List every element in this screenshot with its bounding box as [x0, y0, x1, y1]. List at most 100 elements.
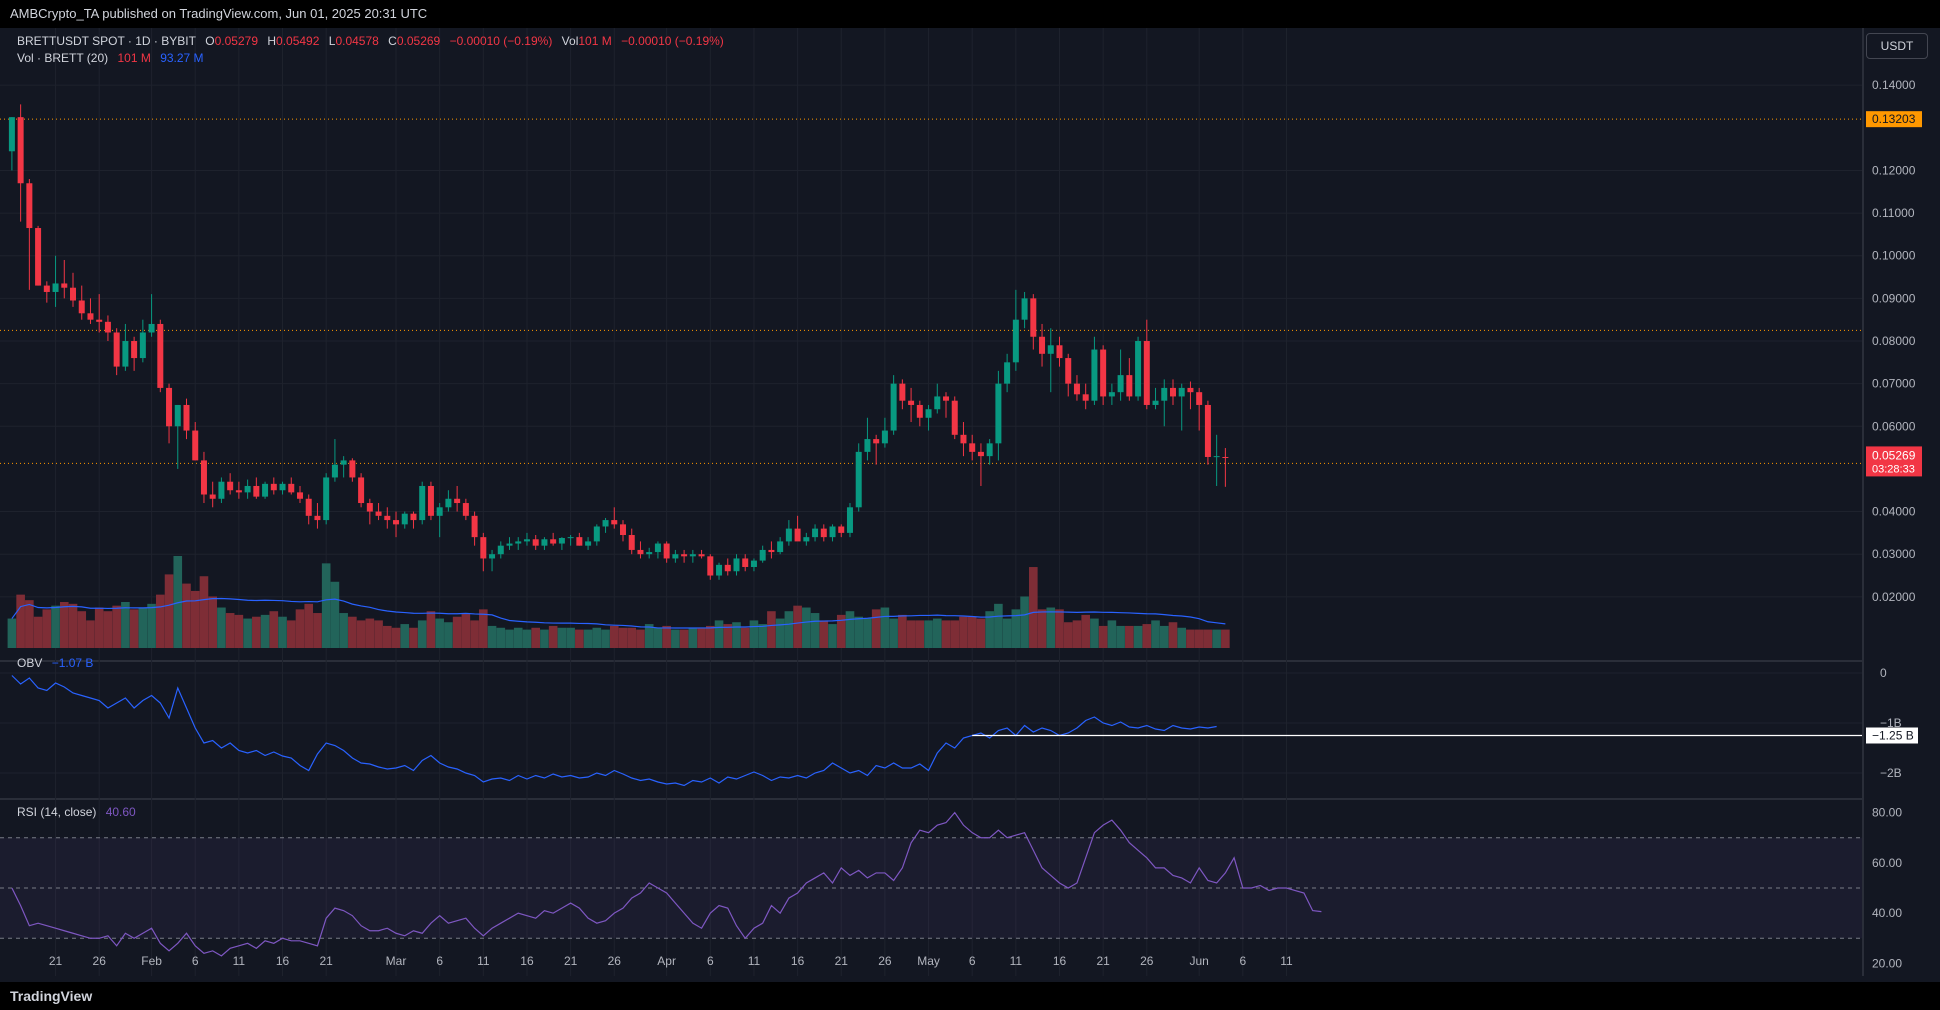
candle-body [759, 549, 766, 561]
volume-bar [391, 627, 401, 648]
tradingview-logo: TradingView [10, 988, 93, 1004]
legend-vol-change: −0.00010 (−0.19%) [621, 34, 724, 48]
candle-body [497, 545, 504, 555]
candle-body [279, 483, 286, 491]
volume-bar [819, 620, 829, 648]
candle-body [235, 490, 242, 493]
time-tick-label: May [917, 954, 940, 968]
volume-bar [348, 616, 357, 648]
candle-body [96, 319, 103, 322]
publisher-bar: AMBCrypto_TA published on TradingView.co… [0, 0, 1940, 28]
candle-body [611, 520, 618, 525]
volume-bar [1037, 609, 1047, 648]
obv-pane: 0 −1B −2B −1.25 B [0, 666, 1918, 787]
last-price-label: 0.05269 [1872, 448, 1916, 462]
candle-body [157, 323, 164, 388]
volume-bar [269, 611, 279, 648]
volume-bar [627, 627, 637, 648]
candle-body [794, 528, 801, 542]
candle-body [480, 537, 487, 559]
legend-change: −0.00010 (−0.19%) [449, 34, 553, 48]
time-tick-label: 16 [276, 954, 290, 968]
volume-bar [531, 627, 540, 648]
candle-body [349, 460, 356, 478]
price-axis: 0.14000 0.12000 0.11000 0.10000 0.09000 0.080… [1866, 78, 1922, 604]
legend-low: 0.04578 [335, 34, 379, 48]
vol-indicator-value2: 93.27 M [160, 51, 204, 65]
candle-body [1047, 345, 1054, 354]
volume-bar [479, 609, 488, 648]
candle-body [523, 539, 530, 542]
volume-bar [732, 622, 741, 648]
volume-bar [871, 609, 881, 648]
chart-canvas[interactable]: 0 −1B −2B −1.25 B 80.00 60.00 40.00 20.00 0.14… [0, 28, 1940, 982]
volume-bar [723, 624, 733, 648]
price-tick-label: 0.04000 [1872, 505, 1916, 519]
candle-body [253, 485, 260, 497]
volume-bar [967, 616, 977, 648]
time-tick-label: 11 [477, 954, 490, 968]
volume-bar [208, 596, 217, 648]
candle-body [427, 485, 434, 516]
candle-body [550, 539, 557, 544]
obv-tick-label: −2B [1880, 766, 1902, 780]
volume-bar [557, 627, 567, 648]
legend-volume: Vol · BRETT (20) 101 M 93.27 M [17, 51, 204, 65]
candle-body [375, 511, 382, 516]
candle-body [1021, 298, 1028, 320]
volume-bar [217, 607, 226, 648]
rsi-tick-label: 20.00 [1872, 956, 1902, 970]
candle-body [1169, 387, 1176, 397]
candle-body [139, 332, 146, 359]
volume-bar [1055, 609, 1064, 648]
volume-bar [461, 613, 471, 648]
volume-bar [129, 609, 139, 648]
candle-body [960, 434, 967, 444]
volume-bar [679, 629, 689, 648]
candle-body [314, 515, 321, 521]
volume-bar [810, 613, 820, 648]
volume-bar [985, 611, 994, 648]
legend-symbol: BRETTUSDT SPOT · 1D · BYBIT [17, 34, 196, 48]
time-tick-label: 26 [93, 954, 107, 968]
time-tick-label: 6 [436, 954, 443, 968]
candle-body [785, 528, 792, 542]
candle-body [925, 409, 932, 418]
price-tick-label: 0.14000 [1872, 78, 1916, 92]
volume-bar [173, 556, 183, 648]
volume-bar [749, 620, 759, 648]
currency-button[interactable]: USDT [1866, 33, 1928, 59]
volume-bar [828, 624, 837, 648]
candle-body [384, 515, 391, 521]
candle-body [148, 323, 155, 333]
candle-body [192, 430, 199, 461]
volume-bar [1063, 622, 1073, 648]
candle-body [8, 117, 15, 152]
legend-vol-value: 101 M [578, 34, 612, 48]
volume-bar [688, 627, 698, 648]
volume-bar [339, 613, 348, 648]
candle-body [733, 558, 740, 572]
candle-body [1178, 387, 1185, 397]
candle-body [17, 117, 24, 184]
candle-body [908, 400, 915, 405]
time-tick-label: 16 [1053, 954, 1067, 968]
volume-bar [548, 625, 558, 648]
candle-body [628, 535, 635, 550]
candle-body [43, 285, 50, 292]
candle-body [803, 537, 810, 542]
volume-bar [121, 602, 130, 648]
volume-bar [286, 620, 296, 648]
candle-body [689, 554, 696, 557]
candle-body [87, 313, 94, 320]
candle-body [436, 507, 443, 516]
price-tick-label: 0.03000 [1872, 547, 1916, 561]
time-tick-label: Mar [386, 954, 407, 968]
price-tick-label: 0.08000 [1872, 334, 1916, 348]
candle-body [1187, 387, 1194, 393]
volume-bar [671, 629, 680, 648]
volume-bar [452, 616, 462, 648]
volume-bar [435, 618, 444, 648]
candle-body [1161, 387, 1168, 401]
time-tick-label: Apr [657, 954, 676, 968]
